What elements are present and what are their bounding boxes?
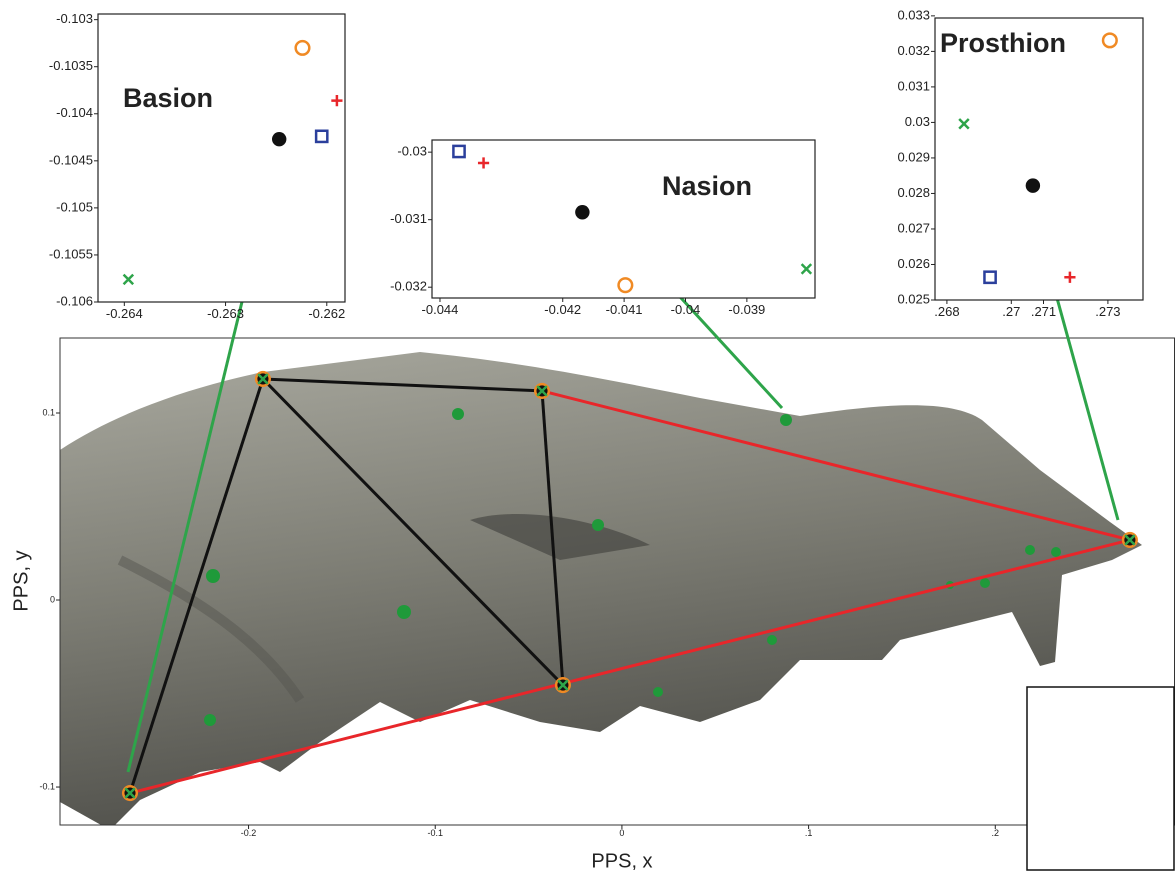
point [122, 273, 135, 286]
point [1121, 531, 1138, 549]
y-tick-label: 0.032 [897, 43, 930, 58]
point [257, 373, 269, 385]
point [1064, 271, 1076, 283]
point [254, 370, 271, 388]
x-tick-label: -0.042 [544, 302, 581, 317]
point [121, 784, 139, 802]
point [1124, 534, 1136, 546]
y-tick-label: -0.105 [56, 199, 93, 214]
y-tick-label: 0.027 [897, 220, 930, 235]
point [983, 270, 997, 285]
y-tick-label: -0.032 [390, 279, 427, 294]
x-tick-label: -0.2 [241, 828, 257, 838]
y-tick-label: 0.028 [897, 185, 930, 200]
y-tick-label: 0.029 [897, 149, 930, 164]
point [575, 205, 590, 220]
x-tick-label: -0.262 [308, 306, 345, 321]
x-tick-label: -0.044 [422, 302, 459, 317]
inset-title: Prosthion [940, 28, 1066, 58]
insets: -0.264 -0.263 -0.262 -0.106 -0.1055 -0.105 -0.… [49, 7, 1144, 321]
y-tick-label: 0.031 [897, 78, 930, 93]
point [557, 679, 569, 691]
y-tick-label: 0.1 [42, 407, 55, 417]
x-tick-label: -0.041 [606, 302, 643, 317]
inset-title: Basion [123, 83, 213, 113]
inset-frame [431, 139, 816, 299]
point [314, 129, 329, 144]
x-tick-label: .2 [992, 828, 1000, 838]
x-tick-label: -0.264 [106, 306, 143, 321]
point [294, 39, 311, 56]
legend-box [1026, 686, 1175, 871]
inset-title: Nasion [662, 171, 752, 201]
point [1025, 178, 1041, 193]
x-tick-label: .271 [1031, 304, 1056, 319]
y-tick-label: 0.025 [897, 291, 930, 306]
x-tick-label: .268 [934, 304, 959, 319]
link-line [128, 378, 265, 794]
inset-frame [97, 13, 346, 303]
x-tick-label: -0.263 [207, 306, 244, 321]
y-tick-label: 0.03 [905, 114, 930, 129]
link-line [540, 390, 565, 686]
y-tick-label: -0.03 [397, 144, 427, 159]
x-axis-label: PPS, x [591, 850, 652, 872]
link-line [261, 377, 564, 687]
y-tick-label: -0.104 [56, 105, 93, 120]
y-tick-label: -0.1045 [49, 152, 93, 167]
point [452, 144, 466, 159]
point [617, 277, 634, 294]
inset-frame [934, 17, 1144, 301]
x-tick-label: -0.1 [427, 828, 443, 838]
point [124, 787, 136, 799]
point [533, 382, 551, 399]
point [477, 157, 490, 169]
x-tick-label: .273 [1095, 304, 1120, 319]
link-line [541, 389, 1131, 542]
point [1101, 32, 1118, 49]
skull-image [60, 352, 1142, 825]
y-tick-label: -0.1055 [49, 246, 93, 261]
y-tick-label: 0 [50, 594, 55, 604]
x-tick-label: -0.039 [728, 302, 765, 317]
point [800, 263, 813, 275]
y-tick-label: -0.106 [56, 293, 93, 308]
link-line [129, 538, 1131, 795]
y-tick-label: -0.031 [390, 211, 427, 226]
y-tick-label: -0.103 [56, 11, 93, 26]
point [536, 385, 548, 397]
y-tick-label: -0.1035 [49, 58, 93, 73]
point [272, 131, 287, 147]
y-axis-label: PPS, y [10, 550, 32, 611]
x-tick-label: .27 [1002, 304, 1020, 319]
x-tick-label: .1 [805, 828, 813, 838]
point [958, 118, 970, 130]
x-tick-label: 0 [619, 828, 624, 838]
y-tick-label: 0.026 [897, 256, 930, 271]
point [331, 94, 343, 107]
point [554, 677, 571, 694]
x-tick-label: -0.04 [671, 302, 701, 317]
link-line [262, 377, 543, 393]
y-tick-label: 0.033 [897, 7, 930, 22]
y-tick-label: -0.1 [39, 781, 55, 791]
